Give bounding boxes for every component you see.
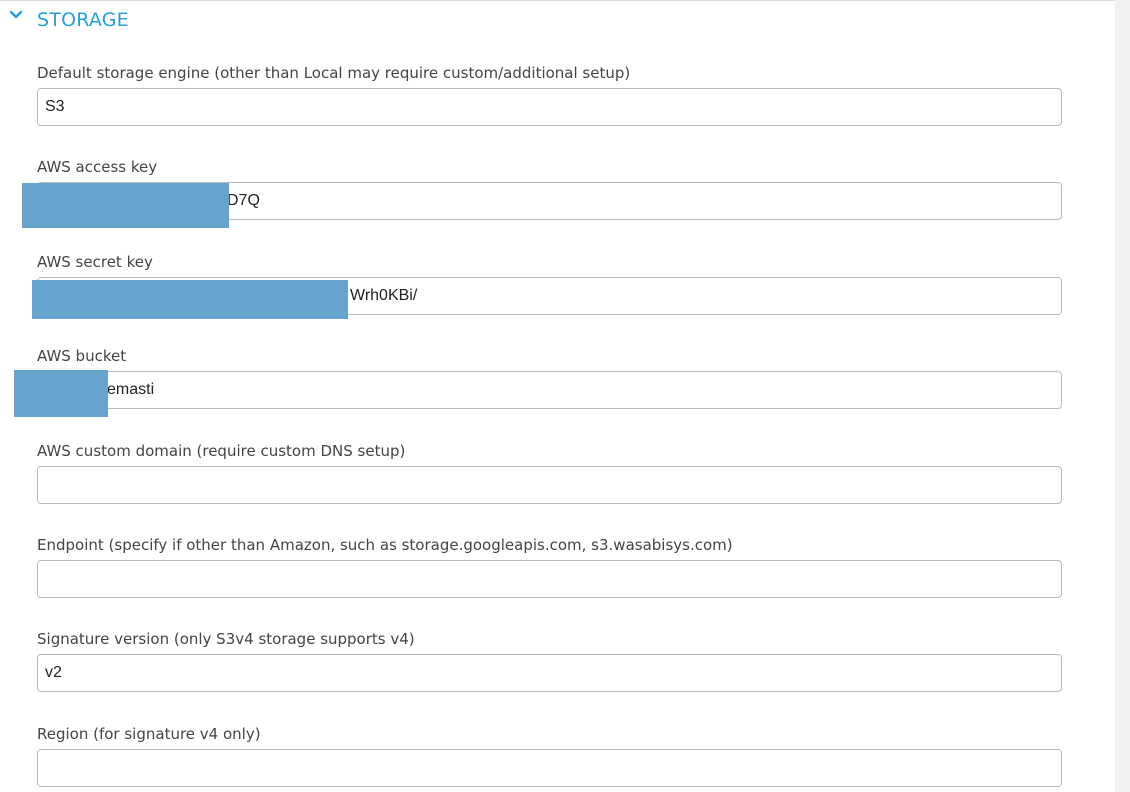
scrollbar-track[interactable]: [1115, 0, 1130, 792]
storage-engine-field[interactable]: [37, 88, 1062, 126]
signature-version-field[interactable]: [37, 654, 1062, 692]
aws-bucket-field[interactable]: [37, 371, 1062, 409]
storage-section-header[interactable]: STORAGE: [0, 0, 1115, 40]
chevron-down-icon: [9, 10, 23, 19]
aws-custom-domain-field[interactable]: [37, 466, 1062, 504]
redaction-block: [22, 183, 229, 228]
region-label: Region (for signature v4 only): [37, 725, 261, 743]
region-field[interactable]: [37, 749, 1062, 787]
redaction-block: [32, 280, 348, 319]
aws-bucket-label: AWS bucket: [37, 347, 127, 365]
section-title: STORAGE: [37, 9, 129, 31]
signature-version-label: Signature version (only S3v4 storage sup…: [37, 630, 415, 648]
aws-access-key-label: AWS access key: [37, 158, 158, 176]
aws-custom-domain-label: AWS custom domain (require custom DNS se…: [37, 442, 406, 460]
storage-engine-label: Default storage engine (other than Local…: [37, 64, 631, 82]
endpoint-label: Endpoint (specify if other than Amazon, …: [37, 536, 733, 554]
aws-secret-key-label: AWS secret key: [37, 253, 153, 271]
top-divider: [0, 0, 1115, 1]
redaction-block: [14, 370, 108, 417]
endpoint-field[interactable]: [37, 560, 1062, 598]
